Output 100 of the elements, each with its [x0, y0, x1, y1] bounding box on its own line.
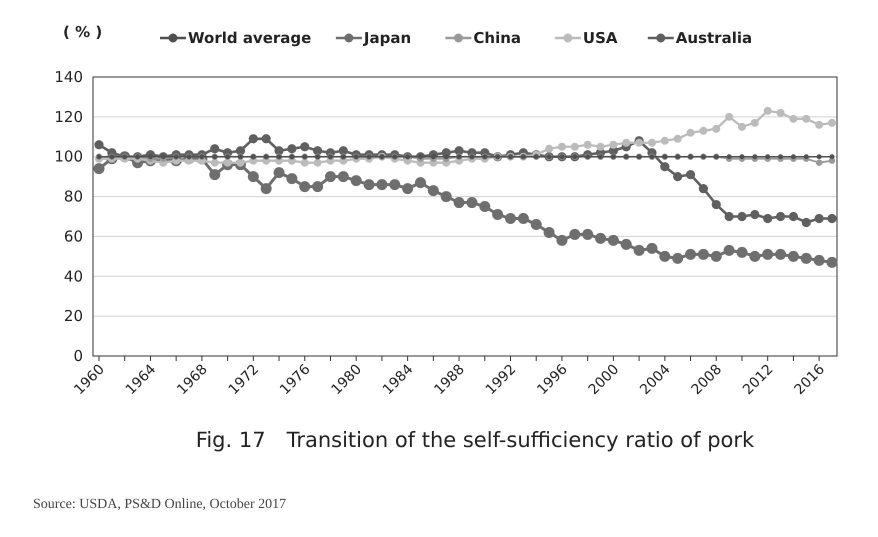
legend-label: Japan: [362, 29, 412, 47]
point: [210, 158, 219, 167]
legend-label: China: [473, 29, 522, 47]
point: [595, 232, 606, 244]
point: [699, 126, 708, 135]
point: [800, 252, 812, 264]
point: [287, 144, 296, 154]
text: Fig. 17 Transition of the self-sufficiency ratio of pork: [196, 428, 756, 452]
point: [646, 242, 658, 254]
point: [635, 138, 644, 147]
point: [558, 142, 566, 151]
point: [674, 134, 682, 143]
point: [724, 212, 734, 222]
point: [544, 226, 555, 238]
point: [648, 138, 656, 147]
y-tick-label: 100: [54, 148, 83, 166]
point: [622, 138, 630, 147]
point: [505, 212, 516, 224]
point: [389, 179, 400, 190]
point: [660, 162, 670, 172]
point: [545, 144, 554, 153]
point: [324, 171, 336, 182]
point: [750, 118, 759, 127]
y-tick-label: 120: [54, 108, 83, 126]
point: [765, 154, 770, 160]
point: [764, 106, 772, 115]
point: [815, 120, 824, 129]
point: [828, 118, 836, 127]
point: [402, 183, 414, 194]
point: [790, 154, 796, 160]
source-note: Source: USDA, PS&D Online, October 2017: [33, 497, 286, 512]
point: [634, 244, 645, 256]
point: [712, 124, 720, 133]
point: [224, 158, 232, 167]
point: [724, 244, 735, 256]
point: [776, 108, 785, 117]
point: [660, 136, 669, 145]
point: [518, 212, 529, 224]
point: [236, 158, 244, 167]
legend-label: World average: [188, 29, 312, 47]
point: [260, 183, 272, 194]
point: [763, 214, 772, 224]
y-axis-title: ( % ): [63, 23, 102, 41]
point: [364, 179, 375, 190]
point: [685, 248, 696, 260]
point: [710, 250, 722, 262]
point: [775, 248, 786, 260]
point: [749, 250, 760, 262]
y-tick-label: 20: [64, 307, 83, 326]
point: [444, 154, 449, 160]
point: [209, 169, 220, 180]
legend-label: Australia: [676, 29, 752, 47]
point: [312, 181, 324, 192]
point: [608, 234, 619, 246]
point: [788, 212, 798, 222]
point: [582, 228, 594, 240]
point: [584, 140, 592, 149]
point: [492, 209, 504, 220]
point: [698, 184, 708, 194]
point: [299, 181, 310, 192]
point: [350, 175, 362, 186]
point: [750, 210, 760, 220]
point: [569, 228, 580, 240]
point: [736, 246, 748, 258]
point: [428, 185, 439, 196]
point: [94, 163, 104, 174]
point: [300, 158, 309, 167]
point: [620, 238, 632, 250]
point: [752, 154, 758, 160]
point: [816, 154, 822, 160]
point: [672, 252, 684, 264]
point: [210, 144, 220, 154]
point: [454, 197, 465, 208]
point: [827, 214, 837, 224]
point: [556, 234, 568, 246]
point: [414, 177, 426, 188]
y-tick-label: 40: [64, 267, 83, 286]
point: [686, 170, 696, 180]
point: [776, 212, 786, 222]
point: [726, 154, 732, 160]
point: [466, 197, 478, 208]
point: [804, 154, 809, 160]
point: [596, 142, 605, 151]
point: [802, 114, 810, 123]
y-tick-label: 140: [54, 68, 83, 86]
point: [789, 114, 798, 123]
point: [814, 254, 825, 266]
point: [737, 212, 747, 222]
point: [479, 201, 490, 212]
y-tick-label: 80: [64, 188, 83, 206]
point: [286, 173, 298, 184]
point: [262, 134, 271, 144]
point: [830, 154, 834, 160]
point: [659, 250, 670, 262]
point: [739, 154, 744, 160]
y-tick-label: 60: [64, 227, 83, 246]
point: [94, 140, 104, 150]
point: [338, 171, 349, 182]
point: [686, 128, 695, 137]
point: [570, 142, 579, 151]
